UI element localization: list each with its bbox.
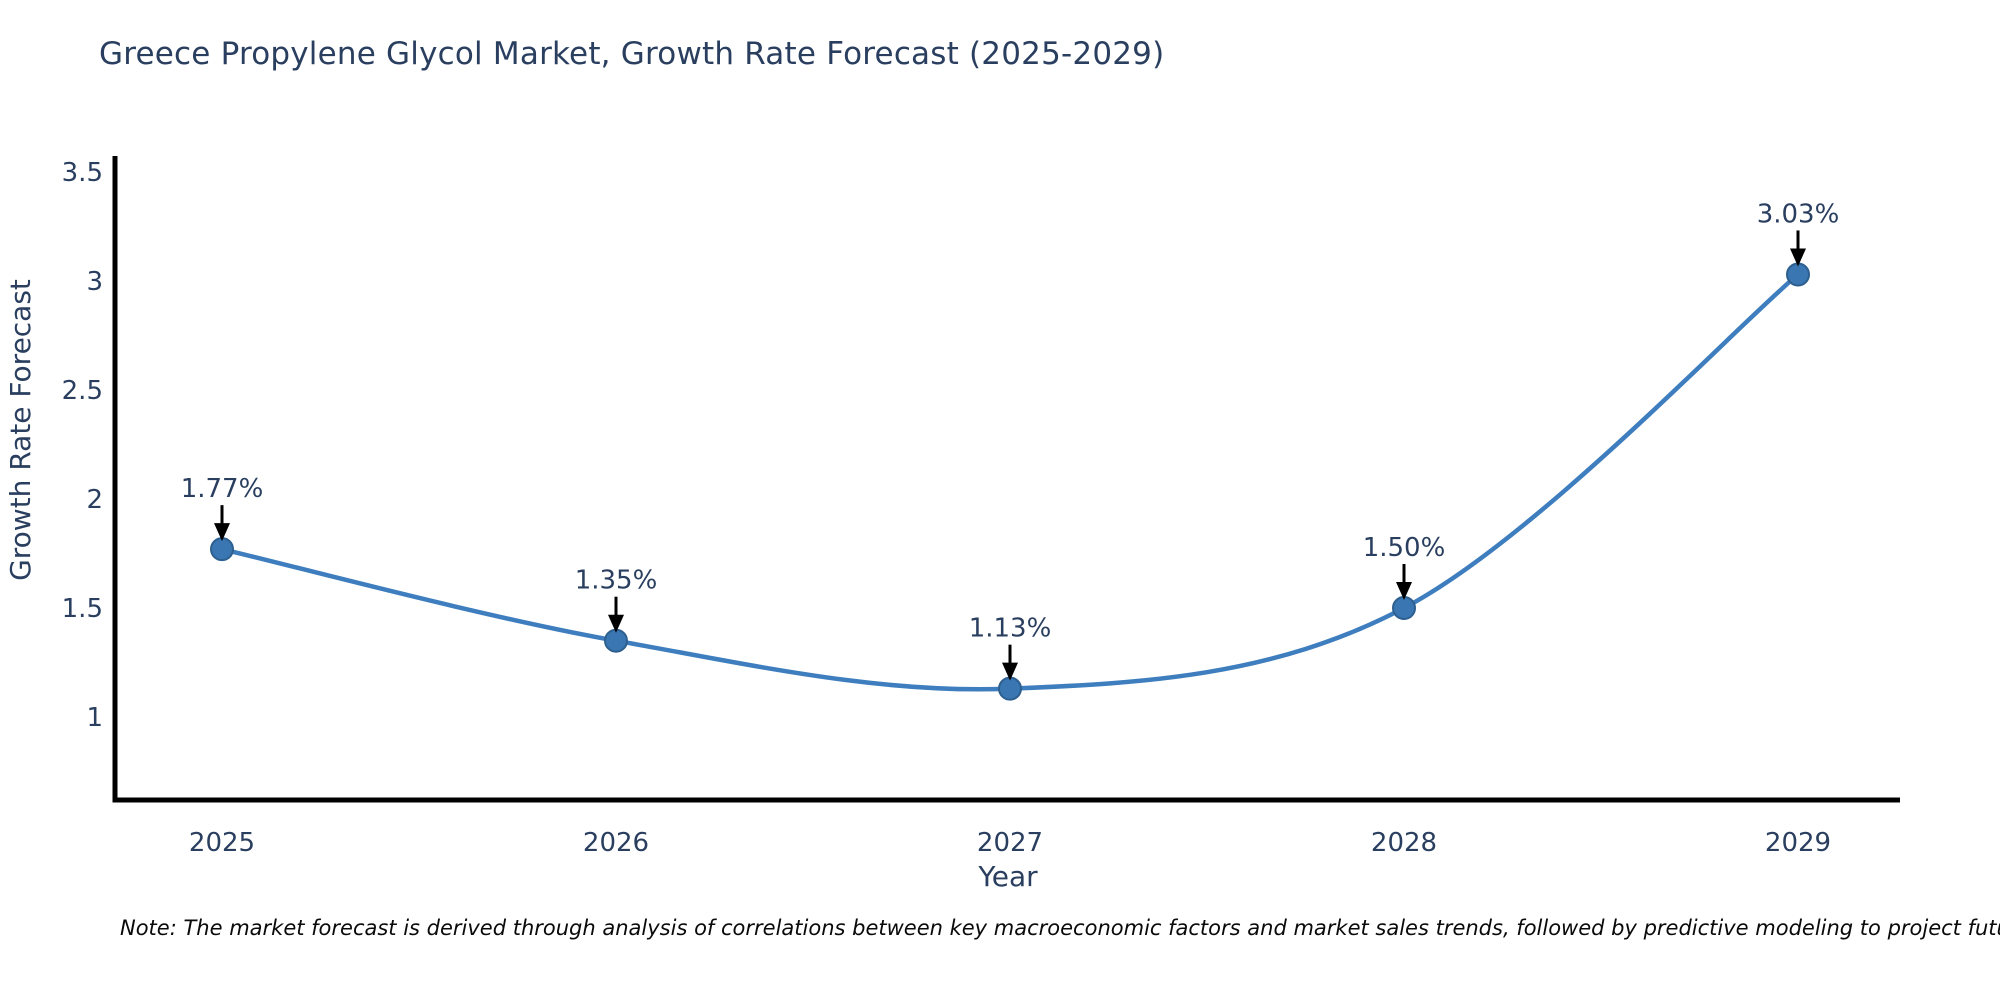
data-point — [210, 537, 234, 562]
x-tick-label: 2025 — [189, 828, 255, 858]
annotation-arrow-head — [608, 614, 624, 633]
y-tick-label: 3.5 — [62, 158, 103, 188]
x-tick-label: 2026 — [583, 828, 649, 858]
annotation-arrow-head — [1790, 248, 1806, 267]
y-tick-label: 2.5 — [62, 376, 103, 406]
annotation-arrow-head — [1396, 582, 1412, 600]
x-axis-label: Year — [977, 860, 1038, 893]
x-tick-label: 2027 — [977, 828, 1043, 858]
point-annotation: 1.77% — [181, 474, 264, 504]
y-tick-label: 1.5 — [62, 594, 103, 624]
data-point — [1786, 262, 1810, 287]
y-tick-label: 3 — [86, 267, 103, 297]
x-tick-label: 2028 — [1371, 828, 1437, 858]
annotation-arrow-head — [1002, 662, 1018, 681]
point-annotation: 1.35% — [575, 566, 658, 596]
y-tick-label: 2 — [86, 485, 103, 515]
x-tick-label: 2029 — [1765, 828, 1831, 858]
point-annotation: 3.03% — [1757, 199, 1840, 229]
data-point — [998, 676, 1022, 701]
data-point — [604, 628, 628, 653]
chart-title: Greece Propylene Glycol Market, Growth R… — [99, 36, 1165, 72]
y-tick-label: 1 — [86, 703, 103, 733]
y-axis-label: Growth Rate Forecast — [4, 279, 37, 581]
point-annotation: 1.50% — [1363, 533, 1446, 563]
data-point — [1392, 596, 1416, 620]
footnote: Note: The market forecast is derived thr… — [120, 916, 2000, 940]
annotation-arrow-head — [214, 523, 230, 542]
point-annotation: 1.13% — [969, 614, 1052, 644]
